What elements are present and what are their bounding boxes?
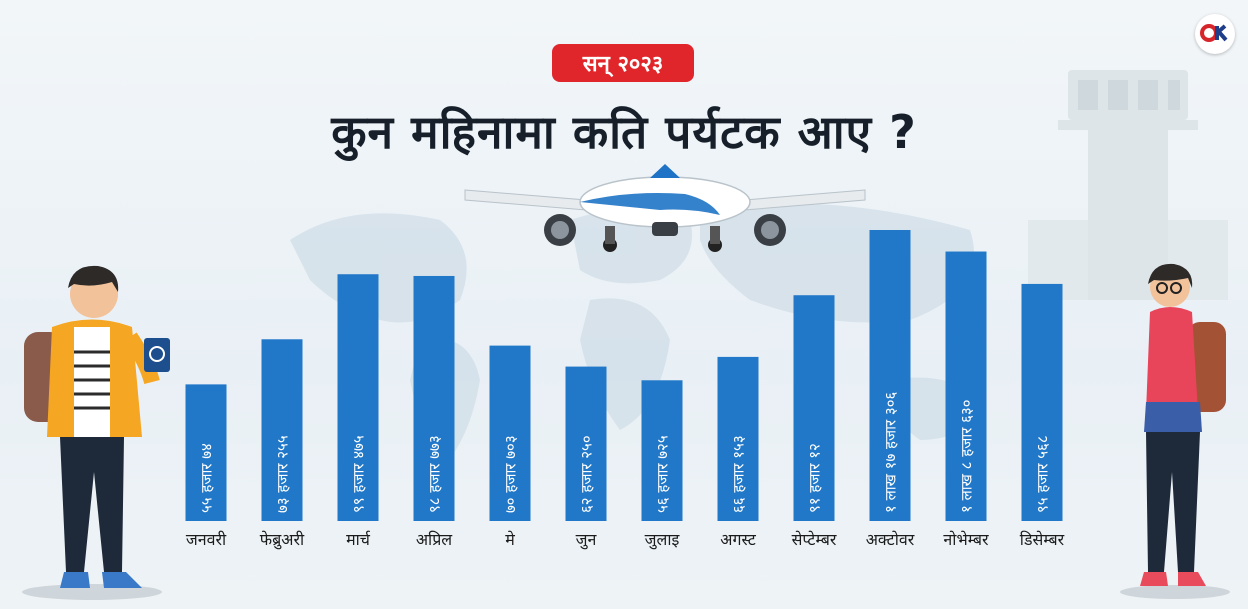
airplane-illustration [464,164,866,252]
bar-4 [413,275,455,521]
year-badge: सन् २०२३ [552,44,694,82]
bar-5 [489,345,531,521]
x-tick-label: जुलाइ [645,530,681,550]
bar-6 [565,366,607,521]
onlinekhabar-logo[interactable] [1195,14,1235,54]
x-tick-label: अगस्ट [720,530,756,549]
bar-8 [717,356,759,521]
bar-12 [1021,283,1063,521]
bar-1 [185,384,227,521]
page-title: कुन महिनामा कति पर्यटक आए ? [331,105,917,159]
bar-7 [641,380,683,521]
male-traveller-illustration [22,265,170,600]
bar-10 [869,230,911,521]
bar-value-label: ९९ हजार ४७५ [349,435,367,513]
bar-3 [337,274,379,521]
x-tick-label: जुन [576,530,598,550]
bar-value-label: ६२ हजार २५० [577,435,595,513]
ok-logo-icon [1200,24,1228,42]
airport-tower-background [1028,70,1228,300]
x-tick-label: डिसेम्बर [1020,530,1065,549]
bar-value-label: ९५ हजार ५६८ [1033,435,1051,513]
x-tick-label: फेब्रुअरी [260,530,305,550]
bar-value-label: ६६ हजार १५३ [729,435,747,513]
female-traveller-illustration [1120,263,1230,599]
x-tick-label: मे [505,530,515,549]
bar-value-label: ७३ हजार २५५ [273,435,291,513]
x-tick-label: सेप्टेम्बर [792,530,837,549]
bar-value-label: ९१ हजार १२ [805,443,823,513]
x-tick-label: मार्च [346,530,371,549]
bar-9 [793,295,835,521]
x-tick-label: जनवरी [186,530,227,549]
bar-2 [261,339,303,521]
bar-value-label: ५६ हजार ७२५ [653,435,671,513]
bar-value-label: १ लाख ८ हजार ६३० [957,399,975,513]
bar-value-label: ९८ हजार ७७३ [425,435,443,513]
x-tick-label: अप्रिल [416,530,453,549]
x-tick-label: नोभेम्बर [943,530,989,549]
bar-11 [945,251,987,522]
bar-value-label: ७० हजार ७०३ [501,435,519,513]
bar-value-label: ५५ हजार ७४ [197,443,215,513]
bar-value-label: १ लाख १७ हजार ३०६ [881,391,899,513]
x-tick-label: अक्टोवर [866,530,915,549]
